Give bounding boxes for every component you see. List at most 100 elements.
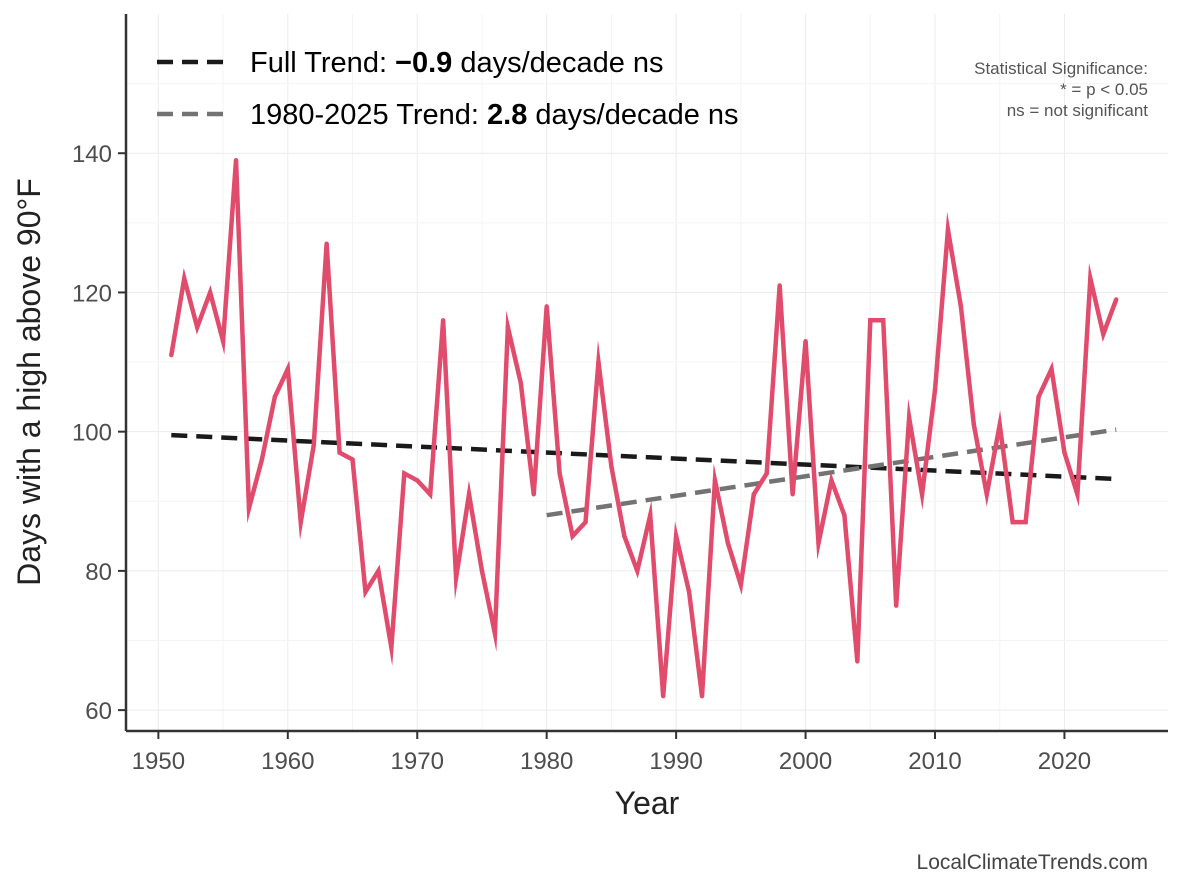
data-point-2007 xyxy=(893,603,899,608)
y-tick-label-140: 140 xyxy=(72,141,112,168)
data-point-1997 xyxy=(764,471,769,476)
full-trend-line xyxy=(171,432,1117,482)
data-point-1991 xyxy=(686,589,692,594)
data-point-1964 xyxy=(337,450,342,455)
data-point-2003 xyxy=(842,513,847,518)
data-point-1986 xyxy=(622,533,627,539)
data-point-1984 xyxy=(596,359,601,365)
x-tick-label-1980: 1980 xyxy=(520,748,573,775)
legend-label-recent-trend: 1980-2025 Trend: 2.8 days/decade ns xyxy=(250,99,739,131)
data-point-2016 xyxy=(1010,519,1015,525)
data-point-1958 xyxy=(259,457,265,462)
x-tick-label-2010: 2010 xyxy=(908,748,961,775)
x-axis-title: Year xyxy=(615,785,680,821)
data-point-1951 xyxy=(169,352,174,358)
data-point-2011 xyxy=(945,227,951,232)
data-point-1970 xyxy=(415,478,420,483)
data-point-1994 xyxy=(725,540,731,546)
data-point-2013 xyxy=(971,422,977,427)
data-point-2023 xyxy=(1101,332,1106,337)
data-point-1980 xyxy=(544,304,549,309)
data-point-1977 xyxy=(505,325,511,330)
significance-title: Statistical Significance: xyxy=(974,59,1148,78)
data-point-1974 xyxy=(466,492,472,497)
axes: 1950 1960 1970 1980 1990 2000 2010 2020 60 80 100 1… xyxy=(72,14,1168,775)
data-point-1971 xyxy=(427,492,433,497)
data-point-1992 xyxy=(699,693,705,699)
data-point-2009 xyxy=(919,492,925,497)
data-point-2017 xyxy=(1023,519,1028,525)
data-point-1963 xyxy=(324,241,329,246)
data-point-1988 xyxy=(648,513,653,518)
data-point-1953 xyxy=(194,325,200,330)
y-tick-label-120: 120 xyxy=(72,280,112,307)
data-point-2012 xyxy=(958,304,964,309)
data-point-1983 xyxy=(583,519,588,525)
data-point-2015 xyxy=(997,422,1002,427)
data-point-1979 xyxy=(531,492,536,497)
data-point-1996 xyxy=(751,492,756,497)
data-point-1975 xyxy=(479,568,485,574)
data-point-1972 xyxy=(440,318,446,323)
data-point-1966 xyxy=(363,589,368,594)
recent-trend-line xyxy=(546,427,1117,518)
data-point-1973 xyxy=(453,575,459,581)
data-point-2019 xyxy=(1049,366,1054,372)
data-point-1987 xyxy=(635,568,640,574)
data-point-2022 xyxy=(1088,276,1093,281)
data-point-1998 xyxy=(777,283,782,288)
data-point-1989 xyxy=(660,693,666,699)
y-tick-label-80: 80 xyxy=(85,559,112,586)
data-point-2010 xyxy=(932,387,938,393)
data-point-1955 xyxy=(220,338,226,344)
data-point-1960 xyxy=(285,366,291,372)
data-point-1981 xyxy=(557,471,562,476)
data-point-1954 xyxy=(207,290,213,295)
source-credit: LocalClimateTrends.com xyxy=(917,851,1148,874)
data-point-1993 xyxy=(712,478,718,483)
data-point-1985 xyxy=(609,464,614,469)
data-point-1959 xyxy=(272,394,278,400)
data-point-1976 xyxy=(492,631,498,636)
trend-lines xyxy=(171,427,1117,518)
x-tick-label-1970: 1970 xyxy=(391,748,444,775)
data-point-2021 xyxy=(1075,492,1080,497)
data-point-1982 xyxy=(570,533,575,539)
data-point-2008 xyxy=(906,415,912,420)
data-point-1967 xyxy=(376,568,381,574)
data-point-2006 xyxy=(881,318,886,323)
data-point-1956 xyxy=(233,157,239,163)
significance-ns: ns = not significant xyxy=(1007,101,1149,120)
data-point-2004 xyxy=(855,659,860,664)
data-point-2005 xyxy=(868,318,873,323)
data-point-1969 xyxy=(402,471,407,476)
data-point-1961 xyxy=(298,519,303,525)
x-tick-label-1990: 1990 xyxy=(649,748,702,775)
legend-label-full-trend: Full Trend: −0.9 days/decade ns xyxy=(250,47,664,79)
data-point-1962 xyxy=(311,443,316,448)
data-point-2020 xyxy=(1062,450,1067,455)
data-point-1995 xyxy=(738,582,744,588)
data-point-1999 xyxy=(790,492,795,497)
x-tick-label-2020: 2020 xyxy=(1038,748,1091,775)
legend: Full Trend: −0.9 days/decade ns 1980-202… xyxy=(157,47,739,131)
data-series xyxy=(169,157,1119,699)
series-line xyxy=(169,160,1119,697)
x-tick-label-1960: 1960 xyxy=(261,748,314,775)
data-point-1957 xyxy=(246,506,252,511)
data-point-2014 xyxy=(984,492,989,497)
data-point-1965 xyxy=(350,457,355,462)
significance-p-value: * = p < 0.05 xyxy=(1060,80,1148,99)
data-point-1978 xyxy=(518,380,523,386)
data-point-2018 xyxy=(1036,394,1041,400)
data-point-2002 xyxy=(829,478,834,483)
significance-note: Statistical Significance: * = p < 0.05 n… xyxy=(974,59,1148,120)
y-tick-label-60: 60 xyxy=(85,698,112,725)
data-point-2001 xyxy=(816,540,821,546)
data-point-2000 xyxy=(803,338,808,344)
data-point-1990 xyxy=(673,533,679,539)
x-tick-label-1950: 1950 xyxy=(132,748,185,775)
data-point-1952 xyxy=(182,276,187,281)
data-point-2024 xyxy=(1114,297,1119,302)
